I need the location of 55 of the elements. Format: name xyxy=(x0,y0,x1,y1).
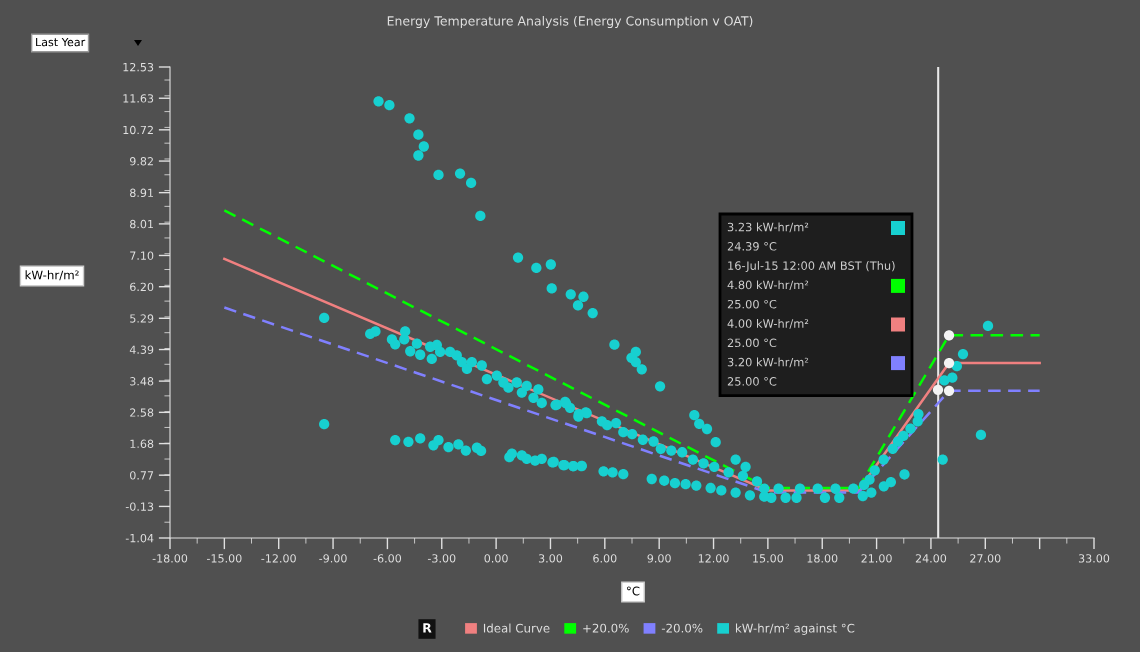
y-tick-label: 2.58 xyxy=(130,408,154,417)
x-tick-label: 15.00 xyxy=(753,554,784,563)
x-tick-label: -6.00 xyxy=(373,554,402,563)
x-tick-label: 9.00 xyxy=(647,554,671,563)
annotation: 4.00 kW-hr/m² xyxy=(727,318,809,329)
annotation: 3.20 kW-hr/m² xyxy=(727,357,809,368)
y-tick-label: 3.48 xyxy=(130,377,154,386)
text: R xyxy=(423,623,432,633)
x-tick-label: 6.00 xyxy=(593,554,617,563)
chart-title: Energy Temperature Analysis (Energy Consumption v OAT) xyxy=(387,15,753,29)
y-tick-label: -1.04 xyxy=(125,533,154,543)
point xyxy=(943,385,955,396)
y-tick-label: 6.20 xyxy=(130,282,154,292)
y-tick-label: 11.63 xyxy=(123,94,154,103)
y-tick-label: -0.13 xyxy=(125,502,154,511)
point xyxy=(943,330,955,341)
legend-label: +20.0% xyxy=(583,623,629,633)
annotation: 3.23 kW-hr/m² xyxy=(727,222,809,233)
legend-label: kW-hr/m² against °C xyxy=(735,623,855,635)
x-tick-label: 24.00 xyxy=(915,554,947,563)
text: Last Year xyxy=(36,37,86,47)
y-tick-label: 12.53 xyxy=(123,62,154,72)
annotation: 25.00 °C xyxy=(727,299,777,309)
y-tick-label: 0.77 xyxy=(130,471,154,480)
x-tick-label: 21.00 xyxy=(861,554,892,563)
x-tick-label: -9.00 xyxy=(319,554,347,563)
y-tick-label: 1.68 xyxy=(130,439,154,448)
y-tick-label: 8.91 xyxy=(130,188,153,198)
x-tick-label: -12.00 xyxy=(261,554,296,563)
annotation: 4.80 kW-hr/m² xyxy=(727,280,809,291)
x-tick-label: -18.00 xyxy=(152,554,188,563)
annotation: 25.00 °C xyxy=(727,377,777,386)
y-axis-title: kW-hr/m² xyxy=(25,270,79,281)
x-tick-label: 18.00 xyxy=(807,554,838,563)
x-tick-label: 3.00 xyxy=(538,554,563,563)
x-tick-label: 0.00 xyxy=(484,554,508,563)
y-tick-label: 7.10 xyxy=(130,251,154,260)
x-tick-label: -15.00 xyxy=(206,554,242,563)
point xyxy=(932,384,944,395)
y-tick-label: 9.82 xyxy=(129,157,153,166)
annotation: 25.00 °C xyxy=(727,338,777,348)
y-tick-label: 8.01 xyxy=(130,219,153,229)
annotation: 16-Jul-15 12:00 AM BST (Thu) xyxy=(728,261,895,273)
y-tick-label: 4.39 xyxy=(129,345,154,354)
legend-label: -20.0% xyxy=(661,623,703,633)
y-tick-label: 10.72 xyxy=(123,125,153,135)
point xyxy=(943,357,955,369)
annotation: 24.39 °C xyxy=(727,241,777,251)
x-tick-label: 27.00 xyxy=(970,554,1001,563)
legend-label: Ideal Curve xyxy=(483,623,550,633)
x-axis-title: °C xyxy=(627,586,640,596)
x-tick-label: -3.00 xyxy=(427,554,456,563)
x-tick-label: 12.00 xyxy=(698,554,729,563)
x-tick-label: 33.00 xyxy=(1078,554,1110,563)
y-tick-label: 5.29 xyxy=(130,314,154,323)
